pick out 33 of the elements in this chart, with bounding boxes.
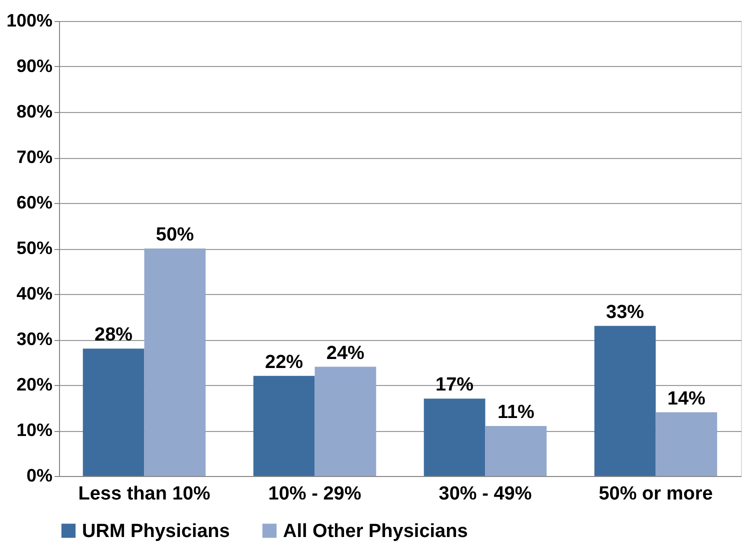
y-tick-label: 90% [16, 56, 52, 76]
data-label: 28% [94, 324, 133, 346]
data-label: 22% [265, 352, 304, 373]
data-label: 11% [497, 402, 535, 423]
bar [485, 426, 547, 476]
x-tick-label: Less than 10% [78, 484, 210, 504]
data-label: 14% [667, 388, 706, 410]
data-label: 17% [436, 374, 474, 396]
data-label: 50% [156, 224, 194, 246]
y-tick-label: 30% [16, 329, 52, 349]
data-label: 24% [326, 342, 365, 364]
y-tick-label: 80% [16, 102, 52, 122]
y-tick-label: 100% [6, 10, 52, 30]
bar [424, 398, 486, 476]
y-tick-label: 20% [16, 374, 52, 394]
legend-label: URM Physicians [82, 520, 230, 542]
x-tick-label: 10% - 29% [268, 484, 362, 504]
y-tick-label: 70% [16, 147, 52, 167]
bar [656, 412, 718, 476]
bar [144, 248, 206, 476]
x-tick-label: 30% - 49% [438, 484, 532, 504]
y-tick-label: 50% [16, 238, 52, 258]
bar [82, 348, 144, 476]
x-tick-label: 50% or more [598, 484, 713, 504]
data-label: 33% [606, 302, 644, 323]
y-tick-label: 0% [26, 466, 52, 486]
bar [314, 366, 376, 476]
bar [594, 326, 656, 476]
y-tick-label: 60% [16, 192, 52, 212]
y-tick-label: 10% [16, 420, 52, 440]
y-tick-label: 40% [16, 284, 52, 304]
bar [253, 376, 315, 476]
legend-label: All Other Physicians [283, 520, 468, 542]
